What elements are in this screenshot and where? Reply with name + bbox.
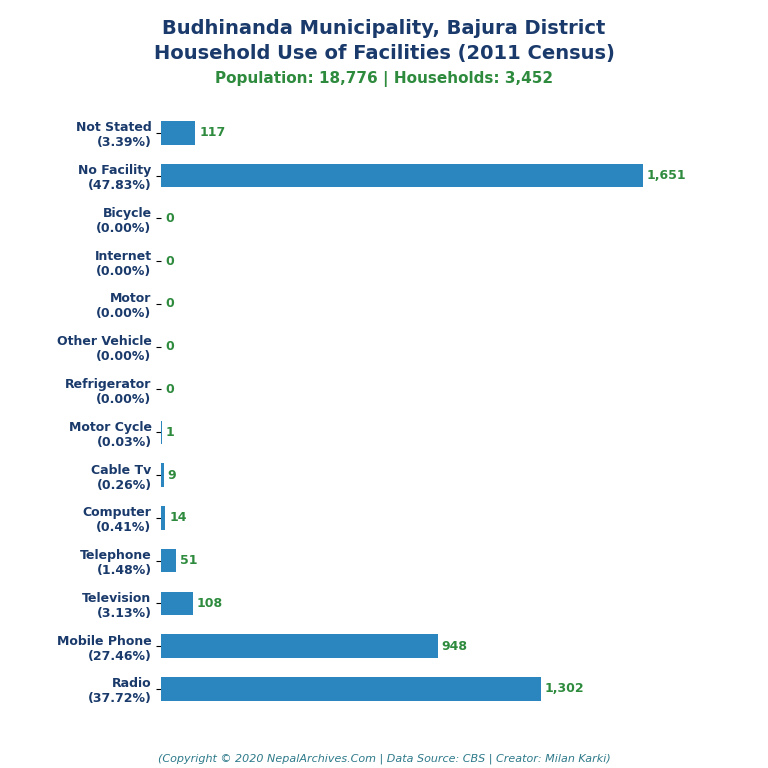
Text: 0: 0 — [165, 212, 174, 225]
Text: 117: 117 — [199, 127, 226, 140]
Text: (Copyright © 2020 NepalArchives.Com | Data Source: CBS | Creator: Milan Karki): (Copyright © 2020 NepalArchives.Com | Da… — [157, 753, 611, 764]
Text: Population: 18,776 | Households: 3,452: Population: 18,776 | Households: 3,452 — [215, 71, 553, 87]
Text: 14: 14 — [169, 511, 187, 525]
Text: 1,651: 1,651 — [647, 169, 687, 182]
Bar — [161, 121, 195, 144]
Text: 0: 0 — [165, 340, 174, 353]
Text: Budhinanda Municipality, Bajura District
Household Use of Facilities (2011 Censu: Budhinanda Municipality, Bajura District… — [154, 19, 614, 63]
Bar — [161, 549, 176, 572]
Text: 0: 0 — [165, 297, 174, 310]
Text: 948: 948 — [442, 640, 468, 653]
Text: 1: 1 — [165, 425, 174, 439]
Text: 51: 51 — [180, 554, 197, 567]
Bar — [161, 164, 643, 187]
Text: 1,302: 1,302 — [545, 682, 584, 695]
Text: 0: 0 — [165, 383, 174, 396]
Text: 108: 108 — [197, 597, 223, 610]
Bar — [161, 634, 438, 658]
Bar — [161, 463, 164, 487]
Text: 9: 9 — [167, 468, 177, 482]
Text: 0: 0 — [165, 255, 174, 268]
Bar — [161, 677, 541, 700]
Bar — [161, 506, 165, 530]
Bar — [161, 591, 193, 615]
